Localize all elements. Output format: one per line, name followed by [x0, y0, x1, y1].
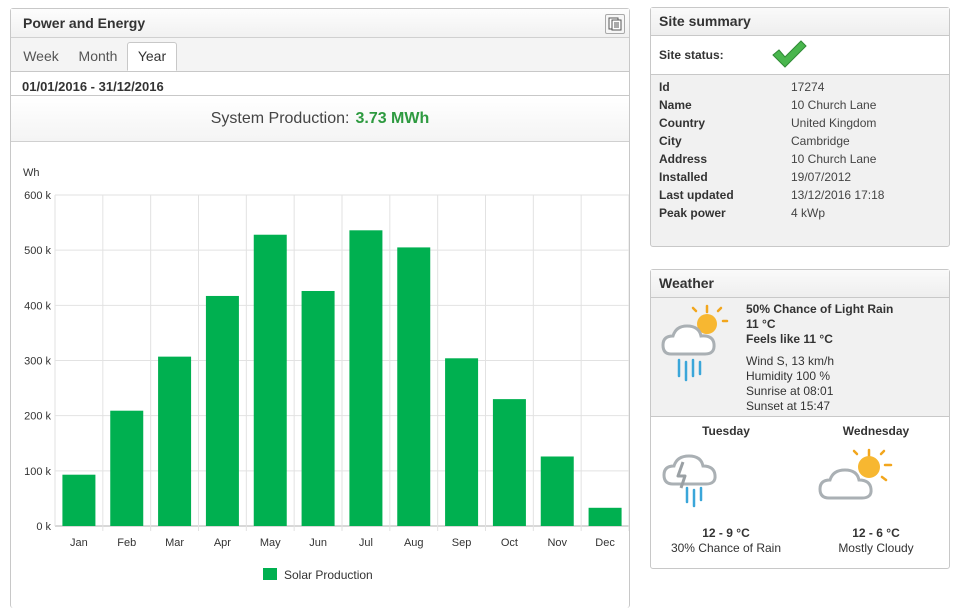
forecast-temps: 12 - 9 °C [702, 526, 750, 540]
site-summary-header: Site summary [651, 8, 949, 36]
forecast-day: Tuesday [702, 424, 750, 438]
site-status-row: Site status: [651, 36, 949, 75]
date-range: 01/01/2016 - 31/12/2016 [22, 79, 164, 94]
y-tick-label: 300 k [24, 356, 51, 368]
site-info-key: Address [659, 152, 708, 166]
site-info-value: 10 Church Lane [791, 152, 877, 166]
x-tick-label: Mar [165, 537, 184, 549]
system-production-value: 3.73 MWh [355, 110, 430, 127]
partly-cloudy-icon [818, 448, 893, 500]
bar-jun[interactable] [301, 290, 335, 526]
x-tick-label: Oct [501, 537, 518, 549]
weather-panel: Weather 50% Chance of Light Rain 11 °C F… [650, 269, 950, 569]
weather-humidity: Humidity 100 % [746, 369, 831, 383]
y-tick-label: 500 k [24, 245, 51, 257]
site-summary-title: Site summary [659, 13, 751, 29]
x-tick-label: Jun [309, 537, 327, 549]
forecast-wednesday: Wednesday 12 - 6 °C Mostly Cloudy [801, 418, 951, 568]
x-tick-label: Nov [547, 537, 567, 549]
weather-sunrise: Sunrise at 08:01 [746, 384, 834, 398]
y-tick-label: 100 k [24, 466, 51, 478]
bar-may[interactable] [253, 234, 287, 526]
y-tick-label: 400 k [24, 300, 51, 312]
forecast-desc: 30% Chance of Rain [670, 541, 782, 555]
x-tick-label: Apr [214, 537, 231, 549]
x-tick-label: Feb [117, 537, 136, 549]
x-tick-label: Jan [70, 537, 88, 549]
power-energy-panel: Power and Energy Week Month Year 01/01/2… [10, 8, 630, 608]
tab-year[interactable]: Year [127, 42, 177, 71]
period-tabs: Week Month Year [11, 38, 629, 72]
site-info-value: Cambridge [791, 134, 850, 148]
thunderstorm-icon [662, 454, 717, 508]
site-info-key: Last updated [659, 188, 734, 202]
bar-mar[interactable] [158, 356, 192, 526]
weather-title: Weather [659, 275, 714, 291]
y-axis-label: Wh [23, 167, 40, 179]
site-summary-panel: Site summary Site status: Id 17274 Name 10 … [650, 7, 950, 247]
forecast-desc: Mostly Cloudy [838, 541, 914, 555]
site-info-key: City [659, 134, 682, 148]
legend-label: Solar Production [284, 568, 373, 582]
site-info-value: 17274 [791, 80, 825, 94]
forecast-tuesday: Tuesday 12 - 9 °C 30% Chance of Rain [651, 418, 801, 568]
power-energy-header: Power and Energy [11, 9, 629, 38]
current-weather: 50% Chance of Light Rain 11 °C Feels lik… [651, 298, 949, 417]
x-tick-label: May [260, 537, 281, 549]
x-tick-label: Sep [452, 537, 472, 549]
bar-feb[interactable] [110, 410, 144, 526]
forecast-temps: 12 - 6 °C [852, 526, 900, 540]
weather-header: Weather [651, 270, 949, 298]
system-production-label: System Production: [210, 110, 350, 127]
forecast-day: Wednesday [842, 424, 910, 438]
site-info-value: 19/07/2012 [791, 170, 852, 184]
chart-legend[interactable]: Solar Production [263, 568, 373, 582]
y-tick-label: 0 k [36, 521, 51, 533]
export-button[interactable] [605, 14, 625, 34]
bar-dec[interactable] [588, 507, 622, 526]
power-energy-title: Power and Energy [23, 15, 146, 31]
weather-temp: 11 °C [746, 317, 776, 331]
y-tick-label: 200 k [24, 411, 51, 423]
weather-summary: 50% Chance of Light Rain [746, 302, 894, 316]
weather-sunset: Sunset at 15:47 [746, 399, 831, 413]
bar-nov[interactable] [540, 456, 574, 526]
site-info-key: Peak power [659, 206, 726, 220]
site-info-value: 10 Church Lane [791, 98, 877, 112]
site-info-key: Id [659, 80, 670, 94]
x-tick-label: Aug [404, 537, 424, 549]
system-production: System Production: 3.73 MWh [11, 97, 629, 142]
site-info-key: Country [659, 116, 705, 130]
x-tick-label: Dec [595, 537, 615, 549]
site-info-value: 13/12/2016 17:18 [791, 188, 885, 202]
y-tick-label: 600 k [24, 190, 51, 202]
bar-aug[interactable] [397, 247, 431, 526]
rain-sun-icon [661, 304, 729, 382]
divider [11, 95, 629, 96]
bar-oct[interactable] [492, 399, 526, 526]
export-icon [608, 17, 622, 31]
check-icon [772, 40, 807, 68]
weather-feels-like: Feels like 11 °C [746, 332, 833, 346]
tab-month[interactable]: Month [78, 48, 118, 64]
site-info-value: United Kingdom [791, 116, 877, 130]
tab-week[interactable]: Week [23, 48, 59, 64]
bar-jan[interactable] [62, 474, 96, 526]
site-status-label: Site status: [659, 48, 724, 62]
bar-jul[interactable] [349, 230, 383, 526]
site-info-key: Installed [659, 170, 708, 184]
x-tick-label: Jul [359, 537, 373, 549]
weather-wind: Wind S, 13 km/h [746, 354, 835, 368]
site-info-value: 4 kWp [791, 206, 826, 220]
bar-sep[interactable] [445, 358, 479, 526]
production-chart: Wh 0 k 100 k 200 k 300 k 400 k 500 k 600 k Jan Fe… [23, 167, 629, 582]
legend-swatch [263, 568, 277, 580]
bar-apr[interactable] [205, 295, 239, 526]
site-info-key: Name [659, 98, 692, 112]
